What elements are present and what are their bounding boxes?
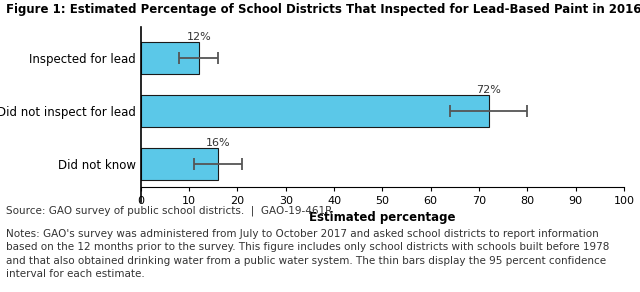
Text: Source: GAO survey of public school districts.  |  GAO-19-461R: Source: GAO survey of public school dist… xyxy=(6,206,333,216)
Bar xyxy=(141,42,199,74)
Text: Notes: GAO's survey was administered from July to October 2017 and asked school : Notes: GAO's survey was administered fro… xyxy=(6,229,610,279)
Text: Figure 1: Estimated Percentage of School Districts That Inspected for Lead-Based: Figure 1: Estimated Percentage of School… xyxy=(6,3,640,16)
Text: 12%: 12% xyxy=(186,32,211,42)
Bar xyxy=(141,95,489,127)
Text: 16%: 16% xyxy=(206,138,230,148)
X-axis label: Estimated percentage: Estimated percentage xyxy=(309,211,456,225)
Bar xyxy=(141,148,218,180)
Text: 72%: 72% xyxy=(476,85,501,95)
